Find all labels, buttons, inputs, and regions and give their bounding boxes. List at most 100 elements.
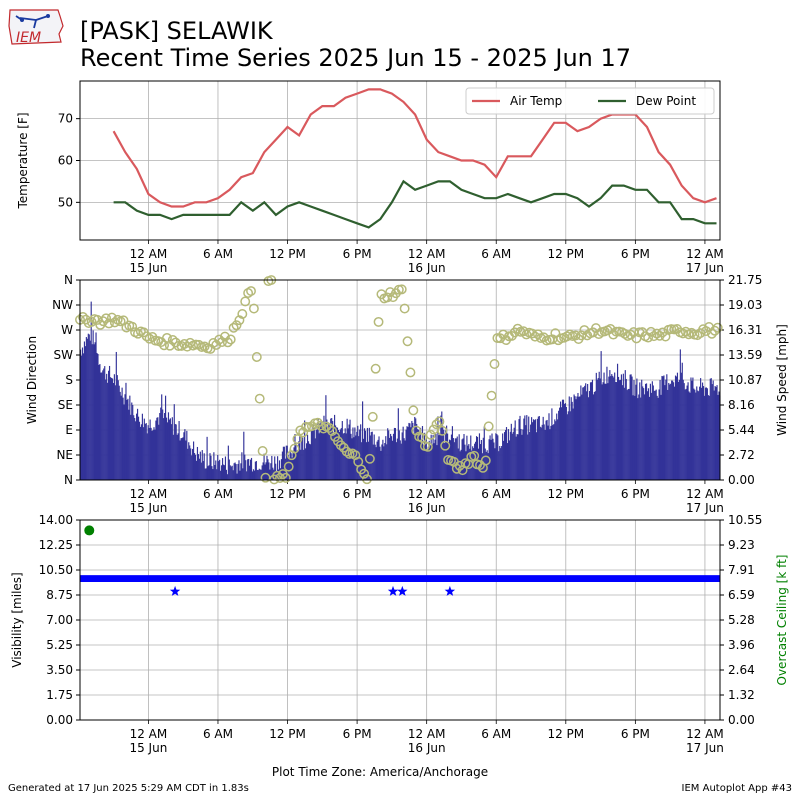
wind-speed-bar [159, 412, 161, 480]
wind-direction-marker [101, 313, 112, 324]
wind-speed-bar [651, 381, 653, 480]
wind-speed-bar [554, 419, 556, 480]
wind-speed-bar [194, 454, 197, 480]
wind-speed-bar [658, 389, 660, 480]
wind-speed-bar [160, 407, 162, 480]
wind-speed-bar [362, 438, 365, 480]
wind-speed-bar [367, 441, 369, 480]
wind-speed-bar [256, 469, 258, 480]
wind-speed-bar [199, 451, 201, 480]
wind-speed-bar [196, 446, 199, 480]
wind-speed-bar [271, 455, 273, 480]
wind-speed-bar [251, 471, 254, 480]
wind-speed-bar [343, 433, 345, 480]
wind-speed-bar [664, 385, 666, 480]
wind-speed-bar [547, 425, 549, 480]
wind-speed-bar [274, 456, 276, 480]
wind-speed-bar [467, 445, 469, 480]
wind-direction-marker [611, 326, 622, 337]
wind-speed-bar [304, 420, 306, 480]
wind-speed-bar [698, 391, 700, 480]
wind-speed-bar [526, 415, 528, 480]
wind-speed-bar [570, 397, 572, 480]
wind-speed-bar [714, 386, 716, 480]
wind-speed-bar [419, 427, 422, 480]
wind-direction-marker [77, 311, 88, 322]
wind-speed-bar [226, 474, 228, 480]
y-tick-label: SW [54, 348, 74, 362]
wind-speed-bar [410, 427, 412, 480]
wind-speed-bar [80, 355, 83, 480]
x-tick-label: 12 AM [686, 247, 724, 261]
wind-direction-marker [692, 330, 703, 341]
wind-speed-bar [678, 379, 680, 480]
wind-speed-bar [596, 379, 598, 480]
wind-speed-bar [114, 385, 116, 480]
wind-speed-bar [283, 446, 285, 480]
wind-speed-bar [581, 394, 583, 480]
wind-speed-bar [288, 458, 290, 480]
wind-speed-bar [268, 462, 270, 480]
y-tick-label: 60 [58, 154, 73, 168]
x-tick-label: 6 AM [481, 487, 511, 501]
x-tick-date-label: 16 Jun [408, 501, 446, 515]
wind-speed-bar [533, 420, 536, 480]
wind-speed-bar [514, 420, 516, 480]
wind-speed-bar [364, 430, 367, 480]
wind-speed-bar [579, 396, 581, 480]
wind-speed-bar [427, 446, 429, 480]
wind-speed-bar [587, 383, 589, 480]
wind-speed-bar [319, 423, 321, 480]
wind-speed-bar [397, 408, 399, 480]
x-tick-label: 6 AM [203, 247, 233, 261]
wind-speed-bar [248, 458, 250, 480]
wind-speed-bar [653, 390, 655, 480]
wind-speed-bar [120, 395, 122, 480]
wind-speed-bar [400, 443, 402, 480]
wind-speed-bar [566, 414, 568, 480]
wind-speed-bar [103, 368, 105, 480]
wind-speed-bar [237, 463, 239, 480]
wind-speed-bar [508, 440, 510, 480]
wind-speed-bar [421, 426, 424, 480]
wind-speed-bar [167, 412, 170, 480]
wind-speed-bar [491, 433, 493, 480]
y2-tick-label: 0.00 [728, 713, 755, 727]
wind-speed-bar [580, 385, 582, 480]
wind-speed-bar [583, 387, 585, 480]
wind-speed-bar [625, 378, 627, 480]
x-tick-label: 6 PM [343, 727, 372, 741]
wind-speed-bar [150, 427, 152, 480]
wind-speed-bar [588, 391, 591, 480]
wind-direction-marker [104, 318, 114, 329]
wind-direction-marker [109, 317, 120, 328]
wind-speed-bar [100, 372, 102, 480]
wind-speed-bar [331, 418, 333, 480]
wind-direction-marker [480, 455, 491, 466]
wind-speed-bar [530, 424, 532, 480]
wind-speed-bar [287, 454, 289, 480]
wind-direction-marker [434, 416, 445, 427]
wind-speed-bar [713, 390, 715, 480]
wind-speed-bar [125, 382, 127, 480]
wind-speed-bar [497, 435, 499, 480]
wind-speed-bar [228, 459, 230, 480]
wind-speed-bar [662, 376, 664, 480]
wind-direction-marker [451, 463, 462, 474]
wind-speed-bar [691, 380, 693, 480]
x-tick-date-label: 15 Jun [129, 501, 167, 515]
wind-speed-bar [147, 425, 149, 480]
wind-speed-bar [539, 426, 541, 480]
wind-speed-bar [101, 372, 103, 480]
y2-tick-label: 10.87 [728, 373, 762, 387]
wind-speed-bar [336, 427, 339, 480]
x-tick-label: 12 AM [686, 487, 724, 501]
wind-speed-bar [681, 362, 683, 480]
x-tick-date-label: 17 Jun [686, 741, 724, 755]
legend: Air Temp Dew Point [465, 87, 715, 115]
wind-speed-bar [246, 471, 248, 480]
visibility-dip-marker [169, 585, 181, 596]
y-tick-label: 70 [58, 112, 73, 126]
wind-speed-bar [628, 388, 630, 480]
wind-speed-bar [458, 434, 460, 480]
